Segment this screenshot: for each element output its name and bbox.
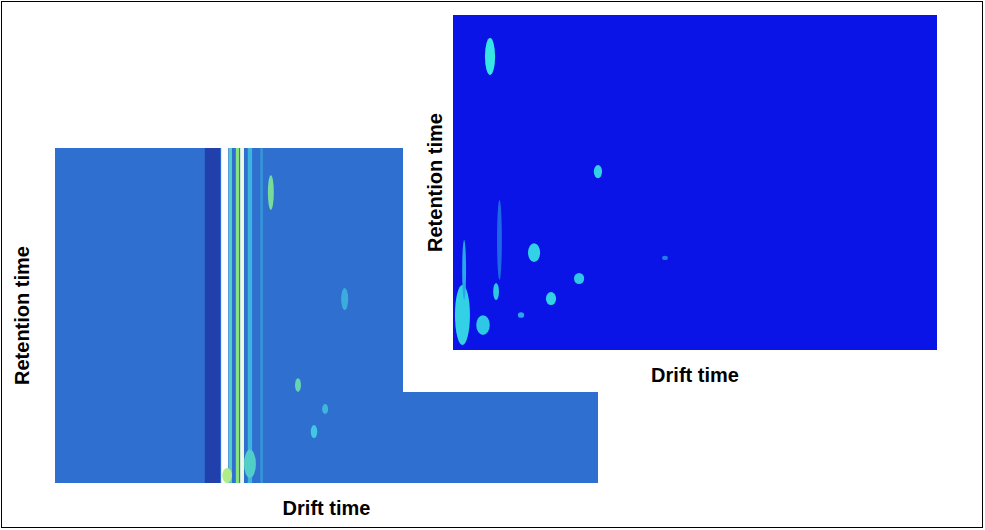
heatmap-spot	[662, 256, 668, 260]
panel-1: Drift time Retention time	[403, 3, 981, 392]
heatmap-spot	[462, 240, 466, 300]
y-axis-title: Retention time	[11, 246, 33, 385]
heatmap-band	[236, 148, 239, 483]
heatmap-band	[240, 148, 244, 483]
heatmap-background	[453, 15, 937, 350]
heatmap-spot	[244, 450, 256, 478]
heatmap-spot	[574, 273, 584, 284]
heatmap-spot	[476, 315, 490, 335]
heatmap-spot	[311, 425, 318, 438]
heatmap-spot	[493, 283, 499, 300]
heatmap-spot	[322, 404, 328, 414]
heatmap-band	[221, 148, 228, 483]
heatmap-spot	[295, 378, 301, 392]
heatmap-band	[248, 148, 252, 483]
x-axis-title: Drift time	[651, 364, 739, 386]
heatmap-spot	[222, 468, 232, 483]
heatmap-spot	[546, 292, 556, 305]
heatmap-spot	[485, 38, 495, 75]
heatmap-band	[229, 148, 232, 483]
heatmap-spot	[341, 288, 348, 310]
x-axis-title: Drift time	[283, 497, 371, 519]
heatmap-band	[205, 148, 220, 483]
panel-backing	[403, 3, 981, 392]
heatmap-spot	[455, 285, 470, 345]
figure: Drift time Retention time Drift time Retent…	[0, 0, 985, 530]
heatmap-band	[260, 148, 263, 483]
figure-frame	[2, 2, 983, 528]
y-axis-title: Retention time	[424, 113, 446, 252]
heatmap-spot	[528, 243, 540, 262]
heatmap-spot	[594, 165, 602, 178]
heatmap-spot	[268, 175, 274, 210]
heatmap-spot	[518, 312, 524, 318]
heatmap-spot	[497, 200, 502, 280]
plot-area	[453, 15, 937, 350]
